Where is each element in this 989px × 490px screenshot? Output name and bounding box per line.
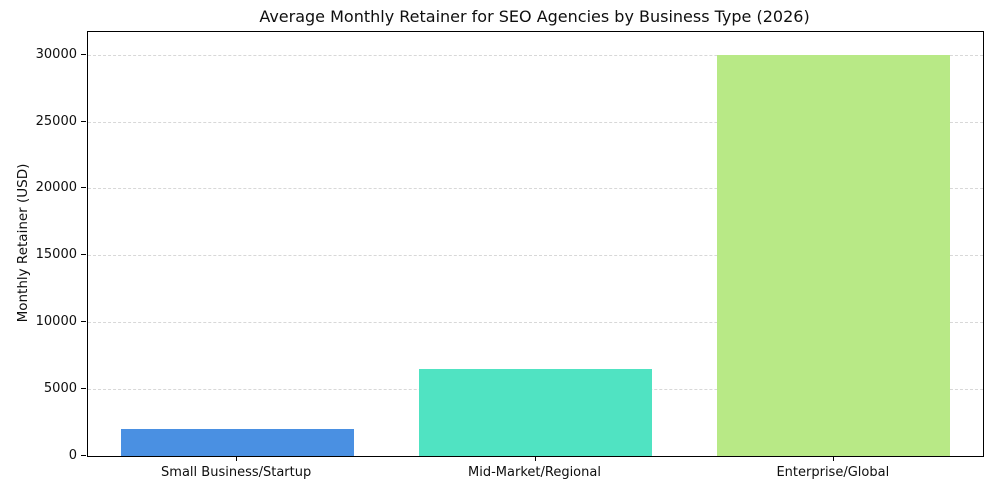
plot-area <box>87 31 984 457</box>
x-tick-mark-3 <box>832 456 834 461</box>
y-tick-mark-10000 <box>81 321 86 323</box>
y-tick-mark-20000 <box>81 187 86 189</box>
y-tick-label-20000: 20000 <box>35 180 77 196</box>
x-tick-label-mid-market-regional: Mid-Market/Regional <box>468 465 601 480</box>
gridline-30000 <box>88 54 983 56</box>
bar-small-business-startup <box>120 429 354 456</box>
y-tick-mark-25000 <box>81 120 86 122</box>
gridline-15000 <box>88 255 983 257</box>
y-tick-label-30000: 30000 <box>35 46 77 62</box>
x-tick-label-small-business-startup: Small Business/Startup <box>161 465 312 480</box>
y-tick-mark-15000 <box>81 254 86 256</box>
y-tick-label-10000: 10000 <box>35 314 77 330</box>
x-tick-mark-1 <box>236 456 238 461</box>
x-tick-label-enterprise-global: Enterprise/Global <box>776 465 890 480</box>
y-tick-label-0: 0 <box>68 448 77 463</box>
gridline-20000 <box>88 188 983 190</box>
gridline-10000 <box>88 322 983 324</box>
bar-enterprise-global <box>717 54 951 456</box>
y-tick-label-5000: 5000 <box>43 381 77 397</box>
y-tick-label-15000: 15000 <box>35 247 77 263</box>
chart-title: Average Monthly Retainer for SEO Agencie… <box>259 7 810 26</box>
y-tick-mark-30000 <box>81 53 86 55</box>
y-tick-mark-0 <box>81 455 86 456</box>
y-tick-mark-5000 <box>81 388 86 390</box>
gridline-25000 <box>88 121 983 123</box>
y-tick-label-25000: 25000 <box>35 113 77 129</box>
x-tick-mark-2 <box>534 456 536 461</box>
bar-mid-market-regional <box>419 369 652 456</box>
